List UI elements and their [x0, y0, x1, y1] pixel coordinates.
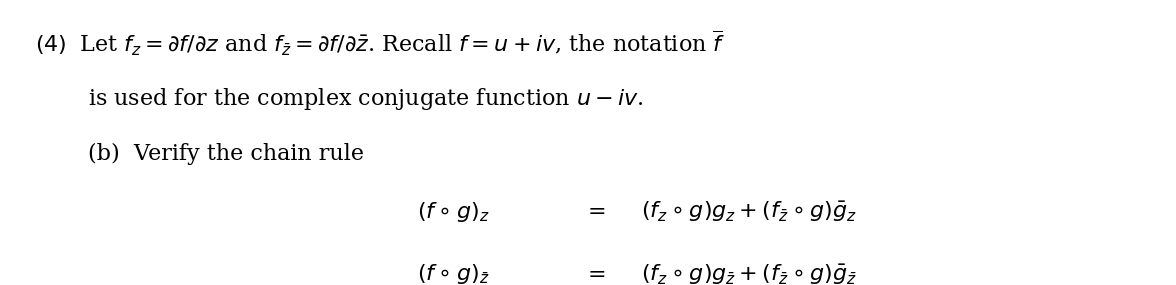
- Text: $(f_z \circ g)g_{\bar{z}} + (f_{\bar{z}} \circ g)\bar{g}_{\bar{z}}$: $(f_z \circ g)g_{\bar{z}} + (f_{\bar{z}}…: [641, 262, 857, 285]
- Text: $(f_z \circ g)g_z + (f_{\bar{z}} \circ g)\bar{g}_z$: $(f_z \circ g)g_z + (f_{\bar{z}} \circ g…: [641, 200, 857, 224]
- Text: is used for the complex conjugate function $u - iv$.: is used for the complex conjugate functi…: [88, 86, 644, 111]
- Text: $(f \circ g)_z$: $(f \circ g)_z$: [417, 200, 490, 223]
- Text: $=$: $=$: [582, 262, 606, 284]
- Text: (b)  Verify the chain rule: (b) Verify the chain rule: [88, 142, 365, 165]
- Text: $(4)\;$ Let $f_z = \partial f/\partial z$ and $f_{\bar{z}} = \partial f/\partial: $(4)\;$ Let $f_z = \partial f/\partial z…: [35, 28, 726, 58]
- Text: $(f \circ g)_{\bar{z}}$: $(f \circ g)_{\bar{z}}$: [417, 262, 490, 285]
- Text: $=$: $=$: [582, 200, 606, 221]
